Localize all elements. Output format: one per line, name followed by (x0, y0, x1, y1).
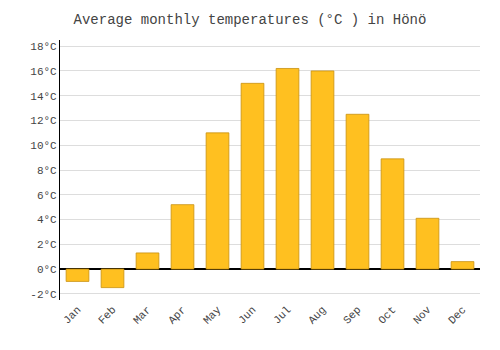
svg-text:May: May (201, 304, 224, 327)
svg-text:12°C: 12°C (30, 115, 57, 127)
svg-text:18°C: 18°C (30, 41, 57, 53)
svg-text:-2°C: -2°C (30, 289, 57, 301)
svg-text:6°C: 6°C (37, 190, 57, 202)
svg-text:2°C: 2°C (37, 239, 57, 251)
svg-text:10°C: 10°C (30, 140, 57, 152)
svg-text:Oct: Oct (376, 304, 398, 326)
svg-text:Apr: Apr (166, 304, 188, 326)
svg-text:Jul: Jul (271, 304, 293, 326)
svg-text:Jan: Jan (61, 304, 83, 326)
svg-text:Dec: Dec (446, 304, 468, 326)
svg-text:Nov: Nov (411, 304, 434, 327)
svg-text:Average monthly temperatures (: Average monthly temperatures (°C ) in Hö… (74, 12, 427, 28)
svg-text:Feb: Feb (96, 304, 118, 326)
svg-text:0°C: 0°C (37, 264, 57, 276)
svg-text:16°C: 16°C (30, 66, 57, 78)
svg-text:8°C: 8°C (37, 165, 57, 177)
svg-text:Mar: Mar (131, 304, 153, 326)
svg-text:14°C: 14°C (30, 91, 57, 103)
svg-text:Sep: Sep (341, 304, 363, 326)
svg-text:Aug: Aug (306, 304, 328, 326)
svg-text:4°C: 4°C (37, 214, 57, 226)
svg-text:Jun: Jun (236, 304, 258, 326)
